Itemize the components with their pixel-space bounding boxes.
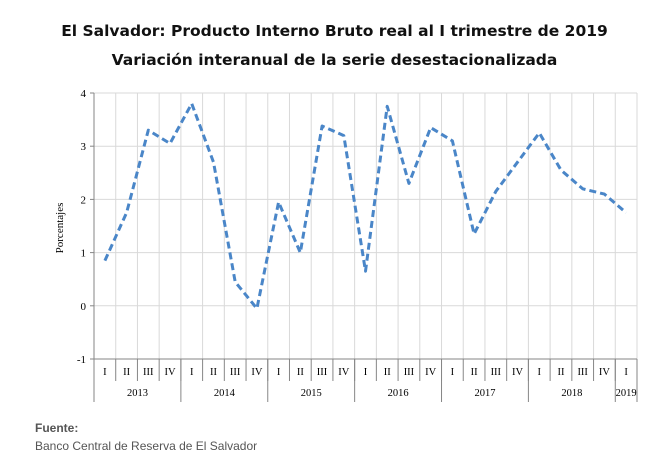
x-tick-label: III	[143, 367, 154, 378]
y-tick-label: 4	[81, 88, 87, 100]
x-tick-label: IV	[512, 367, 523, 378]
x-tick-label: IV	[599, 367, 610, 378]
year-label: 2019	[616, 388, 637, 399]
axes	[90, 92, 638, 402]
x-tick-label: III	[317, 367, 328, 378]
x-tick-label: I	[538, 367, 542, 378]
year-label: 2014	[214, 388, 236, 399]
x-tick-label: II	[471, 367, 478, 378]
x-tick-labels: I II III IV I II III IV I II III IV I II III IV I II III IV…	[103, 367, 628, 378]
x-tick-label: III	[577, 367, 588, 378]
x-tick-label: I	[364, 367, 368, 378]
series-line	[103, 102, 628, 310]
y-axis-label: Porcentajes	[54, 203, 66, 254]
y-tick-label: 3	[81, 141, 87, 153]
x-tick-label: III	[404, 367, 415, 378]
x-tick-label: I	[277, 367, 281, 378]
source-label: Fuente:	[35, 421, 79, 435]
x-tick-label: III	[491, 367, 502, 378]
gridlines	[94, 92, 638, 360]
x-tick-label: III	[230, 367, 241, 378]
source-text: Banco Central de Reserva de El Salvador	[35, 439, 258, 453]
series-lines	[103, 102, 628, 310]
x-tick-label: I	[451, 367, 455, 378]
x-tick-label: I	[624, 367, 628, 378]
x-tick-label: I	[103, 367, 107, 378]
year-labels: 2013 2014 2015 2016 2017 2018 2019	[127, 388, 637, 399]
x-tick-label: II	[210, 367, 217, 378]
year-label: 2017	[474, 388, 495, 399]
year-label: 2018	[561, 388, 582, 399]
y-tick-label: 2	[81, 194, 87, 206]
chart-subtitle: Variación interanual de la serie desesta…	[111, 51, 558, 69]
x-tick-label: IV	[251, 367, 262, 378]
x-tick-label: IV	[164, 367, 175, 378]
x-tick-label: II	[384, 367, 391, 378]
chart-title: El Salvador: Producto Interno Bruto real…	[61, 22, 608, 40]
x-tick-label: II	[557, 367, 564, 378]
x-tick-label: IV	[425, 367, 436, 378]
year-label: 2016	[388, 388, 409, 399]
y-tick-label: 1	[81, 248, 87, 260]
y-tick-label: -1	[77, 354, 86, 366]
x-tick-label: IV	[338, 367, 349, 378]
year-label: 2015	[301, 388, 322, 399]
year-label: 2013	[127, 388, 148, 399]
x-tick-label: II	[297, 367, 304, 378]
y-tick-labels: -1 0 1 2 3 4	[77, 88, 87, 366]
x-tick-label: II	[123, 367, 130, 378]
x-tick-label: I	[190, 367, 194, 378]
y-tick-label: 0	[81, 301, 87, 313]
